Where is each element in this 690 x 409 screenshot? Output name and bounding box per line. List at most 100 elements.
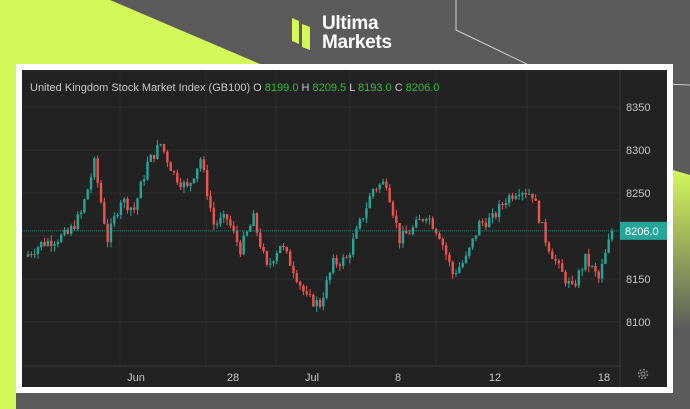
candle-body bbox=[282, 245, 285, 248]
candle-body bbox=[315, 299, 318, 307]
candle-body bbox=[401, 230, 405, 244]
candle-body bbox=[361, 218, 365, 220]
candle-body bbox=[46, 240, 50, 246]
logo-line2: Markets bbox=[322, 32, 392, 53]
candle-body bbox=[219, 217, 222, 224]
candle-body bbox=[275, 252, 279, 262]
candle-body bbox=[517, 194, 521, 197]
candle-body bbox=[86, 189, 89, 200]
chart-legend: United Kingdom Stock Market Index (GB100… bbox=[30, 82, 439, 94]
candle-body bbox=[567, 281, 571, 284]
candle-body bbox=[26, 254, 30, 257]
candle-body bbox=[368, 196, 371, 209]
candle-body bbox=[501, 204, 504, 206]
candle-body bbox=[474, 235, 478, 239]
candle-body bbox=[212, 207, 216, 225]
candle-body bbox=[610, 230, 614, 240]
settings-gear-icon[interactable] bbox=[636, 367, 650, 381]
candle-body bbox=[126, 198, 129, 211]
candle-body bbox=[541, 222, 544, 224]
candle-body bbox=[186, 182, 189, 187]
candle-body bbox=[454, 273, 458, 275]
candle-body bbox=[355, 228, 358, 239]
candle-body bbox=[381, 181, 385, 185]
candle-body bbox=[597, 271, 600, 279]
candle-body bbox=[587, 253, 590, 267]
candle-body bbox=[278, 245, 282, 253]
candle-body bbox=[371, 189, 375, 197]
candle-body bbox=[205, 170, 209, 196]
candle-body bbox=[232, 225, 235, 231]
candle-body bbox=[152, 154, 156, 159]
candle-body bbox=[189, 182, 192, 187]
price-chart[interactable]: 8350 8300 8250 8150 8100 8206.0 Jun 28 Jul 8 12 18 … bbox=[22, 70, 667, 387]
candle-body bbox=[308, 294, 312, 296]
candle-body bbox=[534, 198, 537, 201]
open-value: 8199.0 bbox=[264, 82, 299, 94]
candle-body bbox=[106, 223, 109, 243]
candle-body bbox=[202, 159, 206, 171]
candle-body bbox=[484, 222, 488, 228]
candle-body bbox=[511, 195, 514, 199]
chart-canvas[interactable]: 8350 8300 8250 8150 8100 8206.0 Jun 28 Jul 8 12 18 bbox=[22, 70, 667, 387]
low-value: 8193.0 bbox=[358, 82, 392, 94]
candle-body bbox=[424, 218, 428, 221]
candle-body bbox=[378, 184, 381, 190]
ultima-markets-logo: Ultima Markets bbox=[292, 14, 392, 52]
candle-body bbox=[345, 257, 348, 259]
candle-body bbox=[269, 263, 272, 265]
candle-body bbox=[146, 161, 149, 180]
candle-body bbox=[441, 238, 444, 246]
candle-body bbox=[514, 196, 517, 199]
candle-body bbox=[332, 257, 335, 273]
candle-body bbox=[537, 200, 541, 223]
candle-body bbox=[342, 257, 345, 266]
candle-body bbox=[245, 231, 249, 236]
candle-body bbox=[109, 223, 113, 243]
candle-body bbox=[551, 251, 554, 259]
candle-body bbox=[494, 213, 498, 218]
candle-body bbox=[43, 241, 46, 246]
last-price-badge bbox=[620, 221, 667, 240]
high-value: 8209.5 bbox=[312, 82, 347, 94]
candle-body bbox=[53, 244, 56, 246]
time-tick-label: 18 bbox=[598, 372, 610, 384]
candle-body bbox=[265, 251, 269, 265]
candle-body bbox=[305, 291, 308, 295]
candle-body bbox=[259, 232, 262, 247]
candle-body bbox=[521, 193, 524, 195]
candle-body bbox=[554, 258, 557, 261]
candle-body bbox=[358, 219, 362, 229]
candle-body bbox=[116, 214, 119, 217]
candle-body bbox=[209, 195, 212, 208]
candle-body bbox=[129, 207, 133, 211]
time-tick-label: 12 bbox=[489, 372, 501, 384]
candle-body bbox=[421, 219, 425, 221]
candle-body bbox=[415, 219, 418, 228]
logo-mark-icon bbox=[292, 18, 310, 50]
candle-body bbox=[458, 267, 461, 274]
candle-body bbox=[79, 212, 83, 215]
candle-body bbox=[325, 280, 328, 298]
candle-body bbox=[594, 265, 597, 272]
candle-body bbox=[172, 170, 176, 173]
candle-body bbox=[328, 272, 332, 281]
candle-body bbox=[584, 253, 587, 270]
candle-body bbox=[418, 219, 421, 221]
candle-body bbox=[488, 217, 491, 228]
candle-body bbox=[491, 213, 494, 218]
candle-body bbox=[89, 177, 93, 190]
candle-body bbox=[444, 245, 448, 255]
candle-body bbox=[607, 239, 610, 253]
high-label: H bbox=[301, 82, 310, 94]
candle-body bbox=[524, 193, 527, 195]
candle-body bbox=[73, 225, 76, 230]
candle-body bbox=[66, 229, 70, 234]
candle-body bbox=[318, 299, 322, 307]
candle-body bbox=[504, 202, 508, 205]
time-tick-label: Jun bbox=[127, 372, 145, 384]
candle-body bbox=[239, 242, 242, 255]
candle-body bbox=[149, 154, 152, 162]
price-tick-label: 8250 bbox=[626, 188, 650, 200]
candle-body bbox=[159, 144, 162, 146]
